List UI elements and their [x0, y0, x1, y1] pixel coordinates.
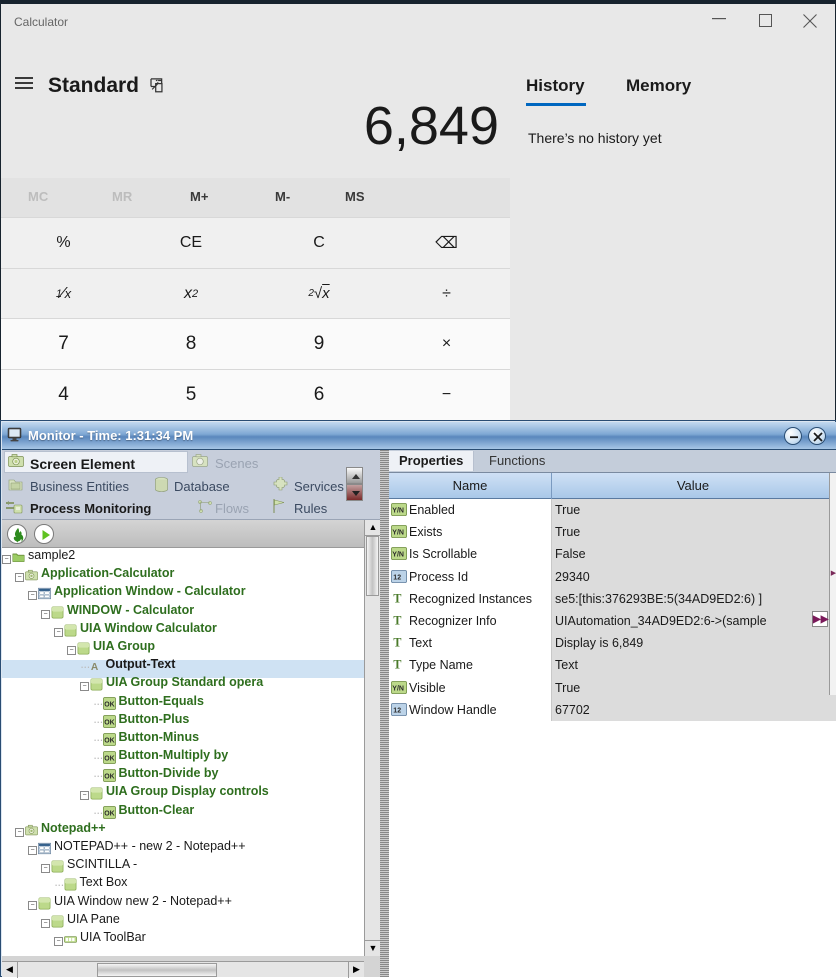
- svg-text:T: T: [393, 614, 401, 627]
- svg-text:Y/N: Y/N: [392, 508, 404, 515]
- svg-text:OK: OK: [104, 774, 114, 781]
- svg-text:T: T: [393, 658, 401, 671]
- svg-text:OK: OK: [104, 719, 114, 726]
- svg-text:T: T: [393, 636, 401, 649]
- svg-text:12: 12: [393, 574, 401, 581]
- svg-text:OK: OK: [104, 737, 114, 744]
- svg-text:OK: OK: [104, 810, 114, 817]
- svg-text:T: T: [393, 592, 401, 605]
- svg-text:12: 12: [393, 707, 401, 714]
- svg-text:Y/N: Y/N: [392, 530, 404, 537]
- svg-text:Y/N: Y/N: [392, 685, 404, 692]
- svg-text:OK: OK: [104, 701, 114, 708]
- svg-text:Y/N: Y/N: [392, 552, 404, 559]
- svg-text:OK: OK: [104, 755, 114, 762]
- svg-text:A: A: [90, 662, 98, 673]
